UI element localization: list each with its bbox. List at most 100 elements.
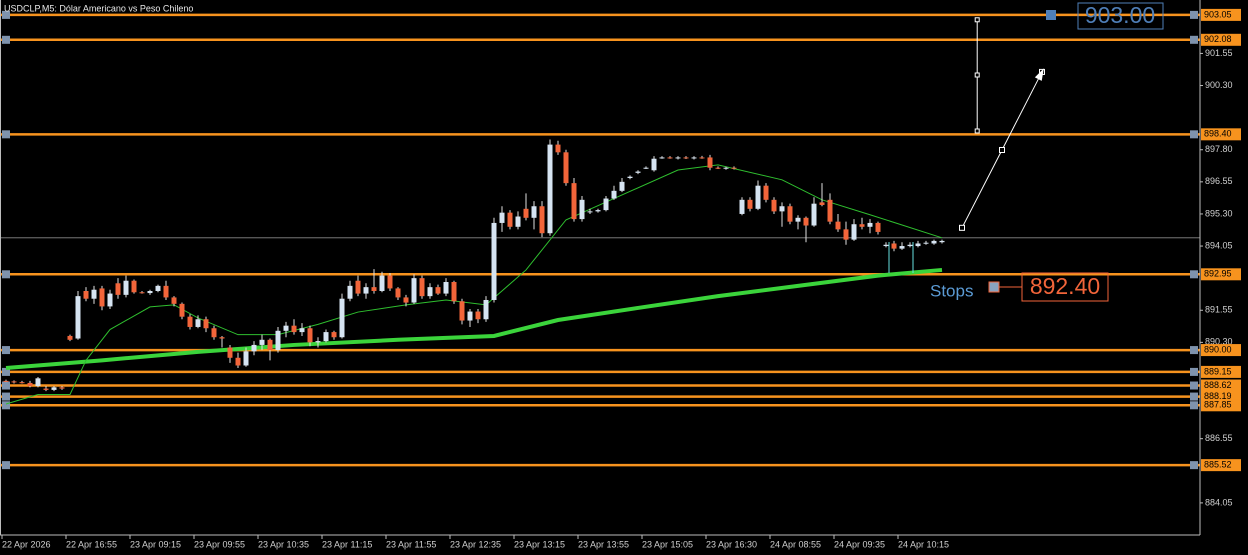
target-box: [1077, 2, 1164, 30]
level-handle: [1190, 346, 1198, 355]
level-label-box: [1201, 128, 1241, 141]
level-label: 902.08: [1204, 34, 1232, 44]
candle-body: [731, 167, 737, 169]
candle-body: [683, 157, 689, 159]
candle-body: [163, 285, 169, 298]
candle-body: [83, 291, 89, 299]
level-label: 885.52: [1204, 460, 1232, 470]
level-handle: [2, 461, 10, 470]
candle-body: [547, 144, 553, 234]
candle-body: [627, 176, 633, 178]
candle-body: [419, 278, 425, 297]
x-tick-label: 23 Apr 11:15: [322, 539, 372, 549]
candle-body: [515, 216, 521, 227]
x-tick-label: 24 Apr 08:55: [770, 539, 821, 549]
candle-body: [691, 157, 697, 159]
candle-body: [283, 325, 289, 331]
stop-text: Stops: [930, 281, 973, 300]
target-point: [974, 72, 980, 78]
x-tick-label: 23 Apr 15:05: [642, 539, 693, 549]
candle-body: [411, 278, 417, 303]
target-point: [974, 128, 980, 134]
level-handle: [2, 270, 10, 279]
candle-body: [939, 240, 945, 243]
x-tick-label: 23 Apr 10:35: [258, 539, 309, 549]
candle-body: [643, 167, 649, 169]
candle-body: [595, 210, 601, 212]
x-tick-label: 24 Apr 09:35: [834, 539, 885, 549]
candle-body: [715, 167, 721, 169]
x-tick-label: 22 Apr 16:55: [66, 539, 117, 549]
candle-body: [19, 382, 25, 384]
candle-body: [307, 328, 313, 343]
y-tick-label: 897.80: [1205, 144, 1233, 154]
candle-body: [347, 285, 353, 299]
level-label-box: [1201, 459, 1241, 472]
candle-body: [891, 243, 897, 249]
candle-body: [59, 387, 65, 389]
candle-body: [875, 222, 881, 232]
candle-body: [219, 337, 225, 339]
candle-body: [931, 240, 937, 244]
level-handle: [2, 367, 10, 376]
candle-body: [155, 285, 161, 292]
moving-average: [5, 164, 943, 405]
candle-body: [499, 212, 505, 223]
candle-body: [403, 297, 409, 303]
candle-body: [427, 287, 433, 297]
candle-body: [51, 387, 57, 390]
x-tick-label: 23 Apr 12:35: [450, 539, 501, 549]
candle-body: [259, 339, 265, 345]
level-label: 903.05: [1204, 9, 1232, 19]
level-label: 890.00: [1204, 344, 1232, 354]
level-handle: [2, 381, 10, 390]
x-tick-label: 23 Apr 13:15: [514, 539, 565, 549]
candle-body: [323, 332, 329, 342]
level-label: 888.19: [1204, 391, 1232, 401]
level-label-box: [1201, 365, 1241, 378]
candle-body: [251, 344, 257, 352]
candle-body: [203, 319, 209, 329]
x-tick-label: 23 Apr 16:30: [706, 539, 757, 549]
candle-body: [115, 283, 121, 295]
candle-body: [699, 157, 705, 159]
candle-body: [523, 208, 529, 218]
x-tick-label: 23 Apr 11:55: [386, 539, 436, 549]
level-handle: [1190, 35, 1198, 44]
candle-body: [435, 287, 441, 294]
candle-body: [331, 332, 337, 338]
candle-body: [107, 293, 113, 307]
candle-body: [3, 380, 9, 382]
candle-body: [579, 199, 585, 220]
level-handle: [1190, 401, 1198, 410]
level-label: 889.15: [1204, 366, 1232, 376]
candle-body: [635, 171, 641, 173]
level-handle: [2, 346, 10, 355]
level-label-box: [1201, 344, 1241, 357]
candle-body: [299, 328, 305, 333]
candle-body: [275, 330, 281, 351]
candle-body: [371, 287, 377, 292]
level-handle: [1190, 10, 1198, 19]
candle-body: [99, 288, 105, 307]
candle-body: [867, 222, 873, 227]
candle-body: [571, 183, 577, 220]
level-label-box: [1201, 8, 1241, 21]
candle-body: [763, 185, 769, 200]
candle-body: [651, 158, 657, 171]
candle-body: [923, 242, 929, 244]
candle-body: [363, 287, 369, 294]
candle-body: [915, 243, 921, 247]
candle-body: [899, 246, 905, 249]
candle-body: [211, 328, 217, 338]
candle-body: [747, 199, 753, 209]
candle-body: [123, 280, 129, 295]
candle-body: [675, 157, 681, 159]
candle-body: [851, 224, 857, 240]
level-handle: [2, 10, 10, 19]
level-handle: [2, 401, 10, 410]
candle-body: [827, 199, 833, 222]
target-label: 903.00: [1085, 2, 1155, 28]
candle-body: [507, 212, 513, 227]
